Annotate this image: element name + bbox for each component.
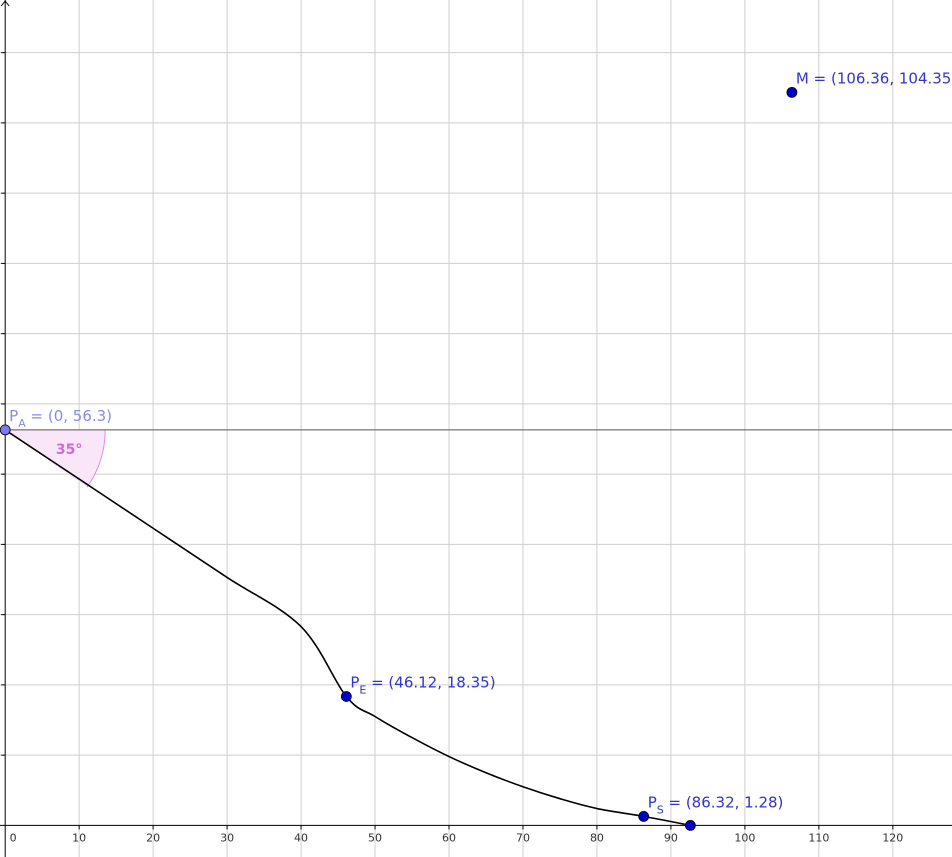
x-tick-label-80: 80	[590, 831, 604, 844]
x-tick-label-120: 120	[882, 831, 903, 844]
x-tick-label-110: 110	[808, 831, 829, 844]
angle-arc	[86, 429, 106, 488]
x-tick-label-40: 40	[294, 831, 308, 844]
angle-sector	[5, 429, 106, 488]
x-tick-label-50: 50	[368, 831, 382, 844]
point-label-M: M = (106.36, 104.35)	[796, 69, 952, 87]
x-tick-label-60: 60	[442, 831, 456, 844]
x-tick-label-70: 70	[516, 831, 530, 844]
y-axis-arrow	[0, 0, 10, 7]
angle-layer: 35°	[5, 429, 106, 488]
points: PA = (0, 56.3) PE = (46.12, 18.35) PS = (8…	[0, 69, 952, 831]
point-label-P_A: PA = (0, 56.3)	[9, 407, 112, 430]
point-label-P_E: PE = (46.12, 18.35)	[350, 673, 495, 696]
point-label-P_S: PS = (86.32, 1.28)	[648, 793, 784, 816]
trajectory-curve	[4, 429, 691, 827]
x-tick-label-10: 10	[72, 831, 86, 844]
point-P_S	[638, 810, 650, 822]
trajectory	[4, 429, 691, 827]
point-end	[684, 819, 696, 831]
x-tick-label-0: 0	[10, 831, 17, 844]
point-P_A	[0, 424, 11, 436]
x-tick-label-90: 90	[664, 831, 678, 844]
point-P_E	[340, 691, 352, 702]
angle-label: 35°	[56, 442, 82, 458]
tick-labels: 0102030405060708090100110120010203040506…	[1, 52, 903, 844]
x-tick-label-30: 30	[220, 831, 234, 844]
x-tick-label-100: 100	[734, 831, 755, 844]
point-M	[786, 86, 798, 98]
x-tick-label-20: 20	[146, 831, 160, 844]
